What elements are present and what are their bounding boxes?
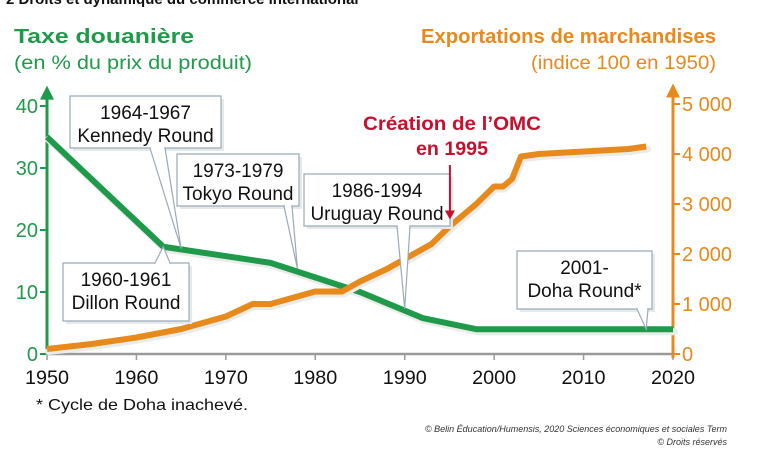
left-tick-label: 30 — [16, 158, 38, 180]
left-tick-label: 0 — [27, 344, 38, 366]
callout-line2: Tokyo Round — [183, 184, 294, 205]
wto-arrow-head-icon — [444, 210, 455, 220]
callout-line2: Kennedy Round — [77, 126, 213, 147]
left-axis-title: Taxe douanière — [14, 26, 194, 48]
left-axis-arrow-icon — [40, 85, 54, 100]
x-tick-label: 1990 — [383, 368, 427, 389]
callout-line1: 2001- — [560, 258, 609, 279]
right-tick-label: 2 000 — [682, 244, 732, 266]
callout-line1: 1973-1979 — [193, 161, 284, 182]
callout-pointer — [636, 308, 649, 332]
x-tick-label: 1950 — [25, 368, 69, 389]
left-tick-label: 20 — [16, 220, 38, 242]
x-tick-label: 2020 — [651, 368, 695, 389]
top-caption: 2 Droits et dynamique du commerce intern… — [6, 0, 359, 8]
right-axis-arrow-icon — [666, 83, 680, 98]
callout-line1: 1964-1967 — [100, 103, 191, 124]
callout-doha: 2001-Doha Round* — [516, 250, 655, 332]
left-tick-label: 40 — [16, 96, 38, 118]
left-tick-label: 10 — [16, 282, 38, 304]
callout-pointer — [283, 205, 298, 269]
right-tick-label: 3 000 — [682, 194, 732, 216]
callout-line1: 1960-1961 — [81, 270, 172, 291]
callout-box — [303, 173, 451, 227]
callout-line1: 1986-1994 — [332, 181, 423, 202]
callout-box — [176, 153, 300, 207]
right-tick-label: 1 000 — [682, 294, 732, 316]
callout-box — [516, 250, 653, 310]
right-axis-title: Exportations de marchandises — [421, 26, 716, 48]
wto-annotation-line1: Création de l’OMC — [363, 114, 541, 135]
right-tick-label: 5 000 — [682, 94, 732, 116]
footnote: * Cycle de Doha inachevé. — [36, 397, 248, 414]
x-tick-label: 2010 — [562, 368, 606, 389]
callout-line2: Doha Round* — [527, 281, 642, 302]
callout-line2: Dillon Round — [72, 293, 181, 314]
exports-line — [46, 143, 647, 352]
credit-line-1: © Belin Éducation/Humensis, 2020 Science… — [425, 424, 727, 434]
wto-annotation-line2: en 1995 — [416, 139, 488, 160]
callout-box — [69, 95, 222, 149]
left-axis-subtitle: (en % du prix du produit) — [14, 53, 252, 74]
right-tick-label: 0 — [682, 344, 693, 366]
x-tick-label: 2000 — [472, 368, 516, 389]
x-tick-label: 1960 — [114, 368, 158, 389]
callout-line2: Uruguay Round — [310, 204, 443, 225]
right-axis-subtitle: (indice 100 en 1950) — [531, 53, 716, 74]
credit-line-2: © Droits réservés — [657, 437, 727, 447]
callout-box — [62, 262, 190, 322]
x-tick-label: 1970 — [204, 368, 248, 389]
right-tick-label: 4 000 — [682, 144, 732, 166]
x-tick-label: 1980 — [293, 368, 337, 389]
